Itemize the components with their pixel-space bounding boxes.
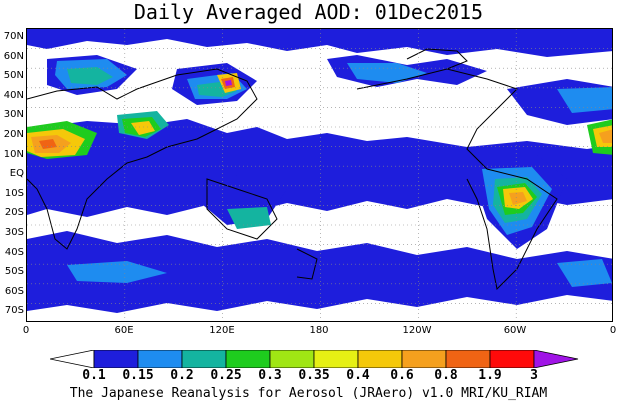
colorbar-segment-6 (313, 350, 359, 368)
lon-label-120e: 120E (209, 325, 235, 336)
colorbar-segment-1 (93, 350, 139, 368)
colorbar-segment-7 (357, 350, 403, 368)
page-title: Daily Averaged AOD: 01Dec2015 (133, 0, 484, 24)
aod-map-canvas (27, 29, 612, 321)
graticule (27, 29, 612, 321)
lon-label-120w: 120W (402, 325, 432, 336)
lon-label-0-west: 0 (22, 325, 30, 336)
lat-label-10n: 10N (3, 149, 24, 160)
colorbar-segment-9 (445, 350, 491, 368)
lat-label-10s: 10S (4, 188, 24, 199)
lat-label-20n: 20N (3, 129, 24, 140)
colorbar-segment-3 (181, 350, 227, 368)
lon-label-180: 180 (309, 325, 329, 336)
lat-label-70s: 70S (4, 305, 24, 316)
lat-label-30s: 30S (4, 227, 24, 238)
colorbar-label-0.6: 0.6 (390, 368, 414, 383)
colorbar-label-0.25: 0.25 (210, 368, 242, 383)
lon-label-60e: 60E (114, 325, 134, 336)
lat-label-40n: 40N (3, 90, 24, 101)
colorbar-label-0.4: 0.4 (346, 368, 370, 383)
colorbar-segment-11 (533, 350, 579, 368)
colorbar-segment-5 (269, 350, 315, 368)
lon-label-0-east: 0 (609, 325, 617, 336)
colorbar-label-3: 3 (530, 368, 538, 383)
colorbar-label-0.1: 0.1 (82, 368, 106, 383)
lat-label-eq: EQ (9, 168, 24, 179)
colorbar-label-0.2: 0.2 (170, 368, 194, 383)
colorbar-label-0.8: 0.8 (434, 368, 458, 383)
lat-label-60n: 60N (3, 51, 24, 62)
colorbar-label-0.15: 0.15 (122, 368, 154, 383)
credit-line: The Japanese Reanalysis for Aerosol (JRA… (69, 386, 548, 401)
aod-colorbar (50, 350, 579, 368)
lat-label-60s: 60S (4, 286, 24, 297)
colorbar-label-0.3: 0.3 (258, 368, 282, 383)
colorbar-label-0.35: 0.35 (298, 368, 330, 383)
lat-label-20s: 20S (4, 207, 24, 218)
colorbar-segment-2 (137, 350, 183, 368)
colorbar-segment-0 (50, 350, 95, 368)
lat-label-70n: 70N (3, 31, 24, 42)
colorbar-segment-10 (489, 350, 535, 368)
aod-extreme-regions (225, 80, 232, 86)
lat-label-40s: 40S (4, 247, 24, 258)
lat-label-50n: 50N (3, 70, 24, 81)
lat-label-50s: 50S (4, 266, 24, 277)
aod-map (26, 28, 613, 322)
coastlines (27, 48, 558, 291)
lat-label-30n: 30N (3, 109, 24, 120)
lon-label-60w: 60W (503, 325, 527, 336)
colorbar-segment-4 (225, 350, 271, 368)
colorbar-segment-8 (401, 350, 447, 368)
colorbar-label-1.9: 1.9 (478, 368, 502, 383)
